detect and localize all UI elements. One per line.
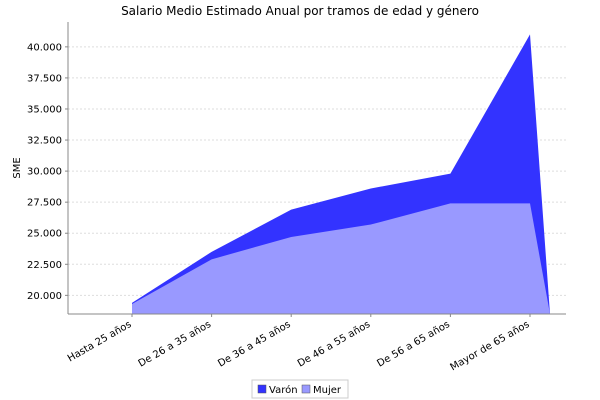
y-tick-label: 27.500 bbox=[27, 198, 62, 209]
x-tick-label: De 36 a 45 años bbox=[216, 319, 292, 370]
y-tick-label: 25.000 bbox=[27, 229, 62, 240]
chart-title: Salario Medio Estimado Anual por tramos … bbox=[121, 4, 479, 18]
legend: Varón Mujer bbox=[251, 379, 349, 399]
areas bbox=[132, 34, 550, 314]
x-tick-label: De 56 a 65 años bbox=[375, 319, 451, 370]
y-tick-label: 32.500 bbox=[27, 136, 62, 147]
legend-box bbox=[251, 379, 349, 399]
y-tick-label: 37.500 bbox=[27, 73, 62, 84]
x-tick-label: De 26 a 35 años bbox=[137, 319, 213, 370]
legend-swatch bbox=[257, 384, 267, 394]
y-tick-label: 35.000 bbox=[27, 104, 62, 115]
area-series-mujer bbox=[132, 203, 550, 314]
legend-label: Varón bbox=[269, 384, 298, 396]
x-tick-label: De 46 a 55 años bbox=[296, 319, 372, 370]
x-tick-label: Hasta 25 años bbox=[66, 319, 134, 364]
y-tick-label: 30.000 bbox=[27, 167, 62, 178]
y-axis-title: SME bbox=[12, 157, 23, 178]
y-tick-label: 40.000 bbox=[27, 42, 62, 53]
y-tick-label: 22.500 bbox=[27, 260, 62, 271]
x-tick-label: Mayor de 65 años bbox=[449, 319, 532, 373]
legend-label: Mujer bbox=[313, 385, 342, 396]
y-tick-label: 20.000 bbox=[27, 291, 62, 302]
legend-swatch bbox=[301, 384, 311, 394]
